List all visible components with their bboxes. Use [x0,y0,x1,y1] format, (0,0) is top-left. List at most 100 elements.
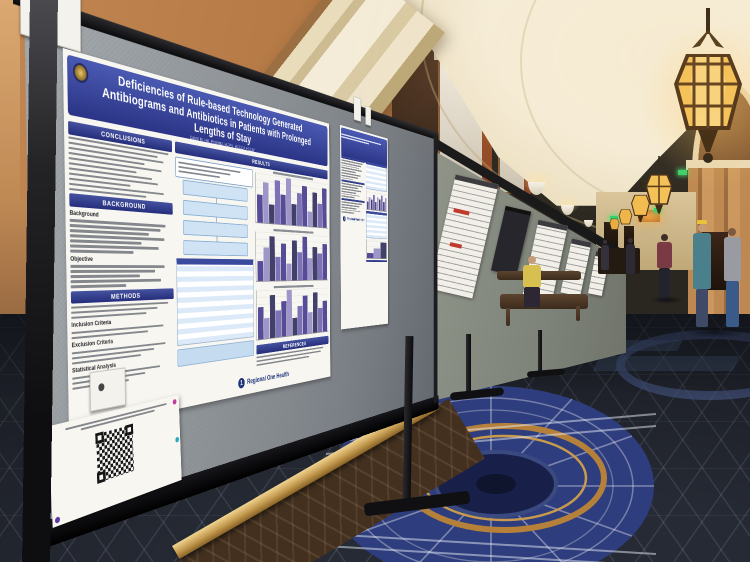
board-tag [353,96,361,122]
hanging-lantern [609,218,620,230]
hanging-lantern [645,156,673,214]
board-stand-pole [538,330,542,376]
push-pin-icon [172,398,177,405]
bar-chart-2 [255,227,329,282]
chart-bar [322,188,327,228]
person-body [601,245,609,270]
text-line [69,239,142,245]
chart-bar [318,307,323,332]
person-legs [658,268,670,302]
chart-bar [296,192,302,226]
chart-bar [297,305,303,335]
poster2-right-column [365,160,388,324]
text-line [70,279,161,283]
chart-plot [255,231,329,282]
chart-bar [322,300,328,332]
poster2-section-banner [366,259,388,263]
people-shadow [686,326,746,338]
chart-bar [313,292,318,333]
person-head [627,238,633,243]
chart-bar [269,204,275,224]
text-line [70,270,156,273]
wall-sconce [584,220,593,227]
bench-leg [576,306,580,321]
poster2-text [341,201,364,215]
person-head [528,256,536,264]
board-stand-pole [466,334,471,396]
person-head [698,224,706,232]
chart-bar [291,240,298,281]
person-torso [523,265,541,287]
research-poster-2: 1 Regional One Health [340,124,389,330]
person-body [625,244,635,274]
chart-bar [312,247,318,280]
pinned-card [89,367,126,412]
logo-text: Regional One Health [347,217,365,223]
flowchart-box [182,219,248,239]
bench-leg [506,308,510,326]
person-torso [656,242,672,268]
chart-bar [307,211,313,227]
chart-bar [275,256,281,281]
pin-icon [98,382,105,392]
poster2-table [365,210,388,240]
chart-bar [257,260,264,281]
poster1-flow-column [175,154,255,385]
logo-text: Regional One Health [247,369,289,386]
poster-red-accent [449,242,463,249]
chart-bar [384,197,387,212]
chart-bar [312,192,318,227]
person-legs [524,287,540,307]
chart-plot [255,287,329,341]
exit-sign [678,170,687,175]
text-line [70,249,134,254]
chart-bar [307,258,313,280]
poster1-results-columns: REFERENCES [175,154,329,385]
poster2-text [341,159,364,182]
bar-chart-3 [255,284,329,341]
distant-person [600,240,610,270]
person-head [728,228,736,236]
chart-bar [302,295,308,334]
chart-bar [256,194,263,223]
chart-bar [274,179,281,224]
poster2-body: 1 Regional One Health [341,155,388,327]
qr-finder-icon [95,431,104,445]
walking-person [654,234,674,302]
person-torso [723,237,741,281]
person-legs [696,289,708,327]
chart-bar [286,289,292,336]
hanging-lantern [618,209,633,225]
regional-one-logo-icon: 1 [342,216,346,222]
exit-sign [610,216,618,220]
hanging-lantern [631,182,650,223]
chart-bar [275,310,281,338]
board-frame-right [433,134,438,404]
chart-bar [373,248,381,259]
demographics-table [176,258,255,347]
poster1-right-area: RESULTS [175,139,329,405]
text-line [70,244,159,250]
chart-bar [291,203,297,226]
flowchart-box [182,199,248,221]
poster2-table [365,161,387,193]
chart-bar [280,243,287,281]
poster-red-accent [453,208,470,216]
chart-bar [286,263,292,281]
chart-bar [263,247,270,281]
chart-bar [257,306,264,340]
text-line [341,133,381,146]
chart-bar [308,312,313,334]
chart-plot [255,171,328,229]
text-line [70,265,165,268]
person-head [603,240,607,244]
standing-person-gray [720,228,744,327]
poster2-text [341,182,364,200]
wall-sconce [561,205,574,215]
qr-finder-icon [96,470,106,484]
pilaster-capital [686,160,750,170]
chart-bar [317,203,323,228]
chart-bar [292,317,298,336]
qr-finder-icon [125,423,134,436]
